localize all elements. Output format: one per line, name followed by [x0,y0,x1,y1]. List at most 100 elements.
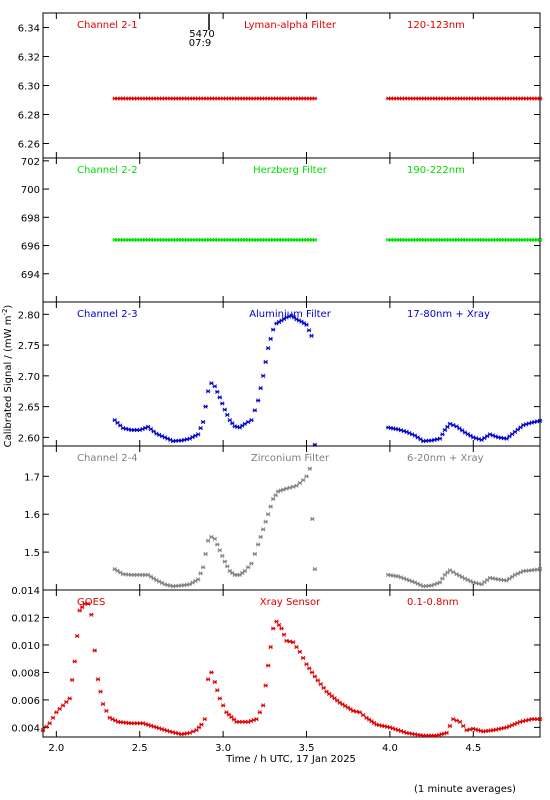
panel-frame [42,445,541,591]
panel-frame [42,589,541,738]
data-point [371,720,377,726]
panel-band-label: 120-123nm [407,20,465,31]
y-tick-label: 6.34 [18,24,40,35]
x-tick-label: 4.5 [465,743,481,754]
data-point [170,730,175,735]
data-point [287,639,293,644]
panel-4: 1.5 1.6 1.7 Channel 2-4 Zirconium Filter 6-20… [24,445,543,591]
data-point [454,424,459,429]
data-point [291,315,297,320]
panel-3: 2.602.652.702.752.80 Channel 2-3 Aluminium… [18,301,543,447]
y-tick-label: 700 [21,185,40,196]
data-point [205,538,211,543]
data-point [209,381,214,386]
y-tick-label: 0.004 [11,723,40,734]
y-tick-label: 2.75 [18,341,40,352]
data-point [209,670,214,675]
data-point [459,428,465,433]
data-point [464,728,469,733]
series-2 [386,237,543,243]
y-tick-label: 0.008 [11,668,40,679]
y-tick-label: 1.7 [24,472,40,483]
series-1 [112,96,318,101]
data-point [240,423,245,428]
data-point [222,559,227,564]
y-tick-label: 696 [21,242,40,253]
data-point [297,649,303,654]
data-point [279,626,284,631]
x-tick-label: 2.5 [132,743,148,754]
y-tick-label: 2.60 [18,433,40,444]
data-point [227,418,232,423]
data-point [255,542,261,547]
data-point [440,432,445,437]
footnote: (1 minute averages) [414,784,516,795]
y-tick-label: 6.32 [18,53,40,64]
data-point [252,408,258,413]
data-point [173,730,178,735]
data-point [263,519,268,524]
y-tick-label: 6.26 [18,140,40,151]
chart-panels: 6.26 6.28 6.30 6.32 6.34 Channel 2-1 Lyman-alp… [11,12,543,738]
data-point [457,719,463,725]
series-2 [386,418,543,444]
panel-band-label: 17-80nm + Xray [407,309,490,320]
data-point [203,404,208,409]
data-point [265,346,271,351]
data-point [467,727,473,732]
data-point [215,389,220,394]
y-tick-label: 2.65 [18,403,40,414]
y-tick-label: 0.010 [11,641,40,652]
data-point [198,571,203,576]
data-point [440,576,445,581]
data-point [307,666,312,671]
data-point [263,683,268,688]
data-point [257,710,263,715]
time-marker-label: 5470 [189,29,214,40]
data-point [202,717,207,722]
series-2 [386,567,543,589]
data-point [364,715,369,720]
data-point [249,418,254,423]
data-point [64,699,69,705]
data-point [281,632,287,637]
data-point [523,718,529,723]
data-point [270,327,276,332]
panel-filter-label: Zirconium Filter [251,453,330,464]
y-axis-title-end: ) [3,305,14,309]
data-point [95,677,101,682]
data-point [312,237,318,243]
data-point [263,359,268,365]
data-point [537,418,543,423]
data-point [294,483,299,488]
data-point [284,638,289,643]
data-point [57,706,62,711]
x-tick-label: 4.0 [382,743,398,754]
panel-frame [42,157,541,303]
data-point [273,493,278,498]
panel-5: 0.004 0.006 0.008 0.010 0.012 0.014 GOES Xray S… [11,586,543,738]
data-point [537,717,543,722]
data-point [294,644,299,650]
x-tick-label: 3.0 [215,743,231,754]
data-point [217,696,222,701]
data-point [225,564,230,569]
y-tick-label: 2.80 [18,310,40,321]
data-point [258,386,263,391]
data-point [72,659,77,664]
data-point [220,553,225,559]
data-point [242,568,248,574]
data-point [300,477,306,483]
panel-band-label: 6-20nm + Xray [407,453,484,464]
data-point [304,322,309,327]
data-point [212,384,217,389]
data-point [195,432,201,437]
data-point [260,703,266,708]
data-point [85,601,91,606]
y-axis-title-superscript: -2 [1,309,9,316]
data-point [222,407,227,412]
data-point [237,425,242,430]
data-point [89,612,94,617]
data-point [176,731,181,736]
